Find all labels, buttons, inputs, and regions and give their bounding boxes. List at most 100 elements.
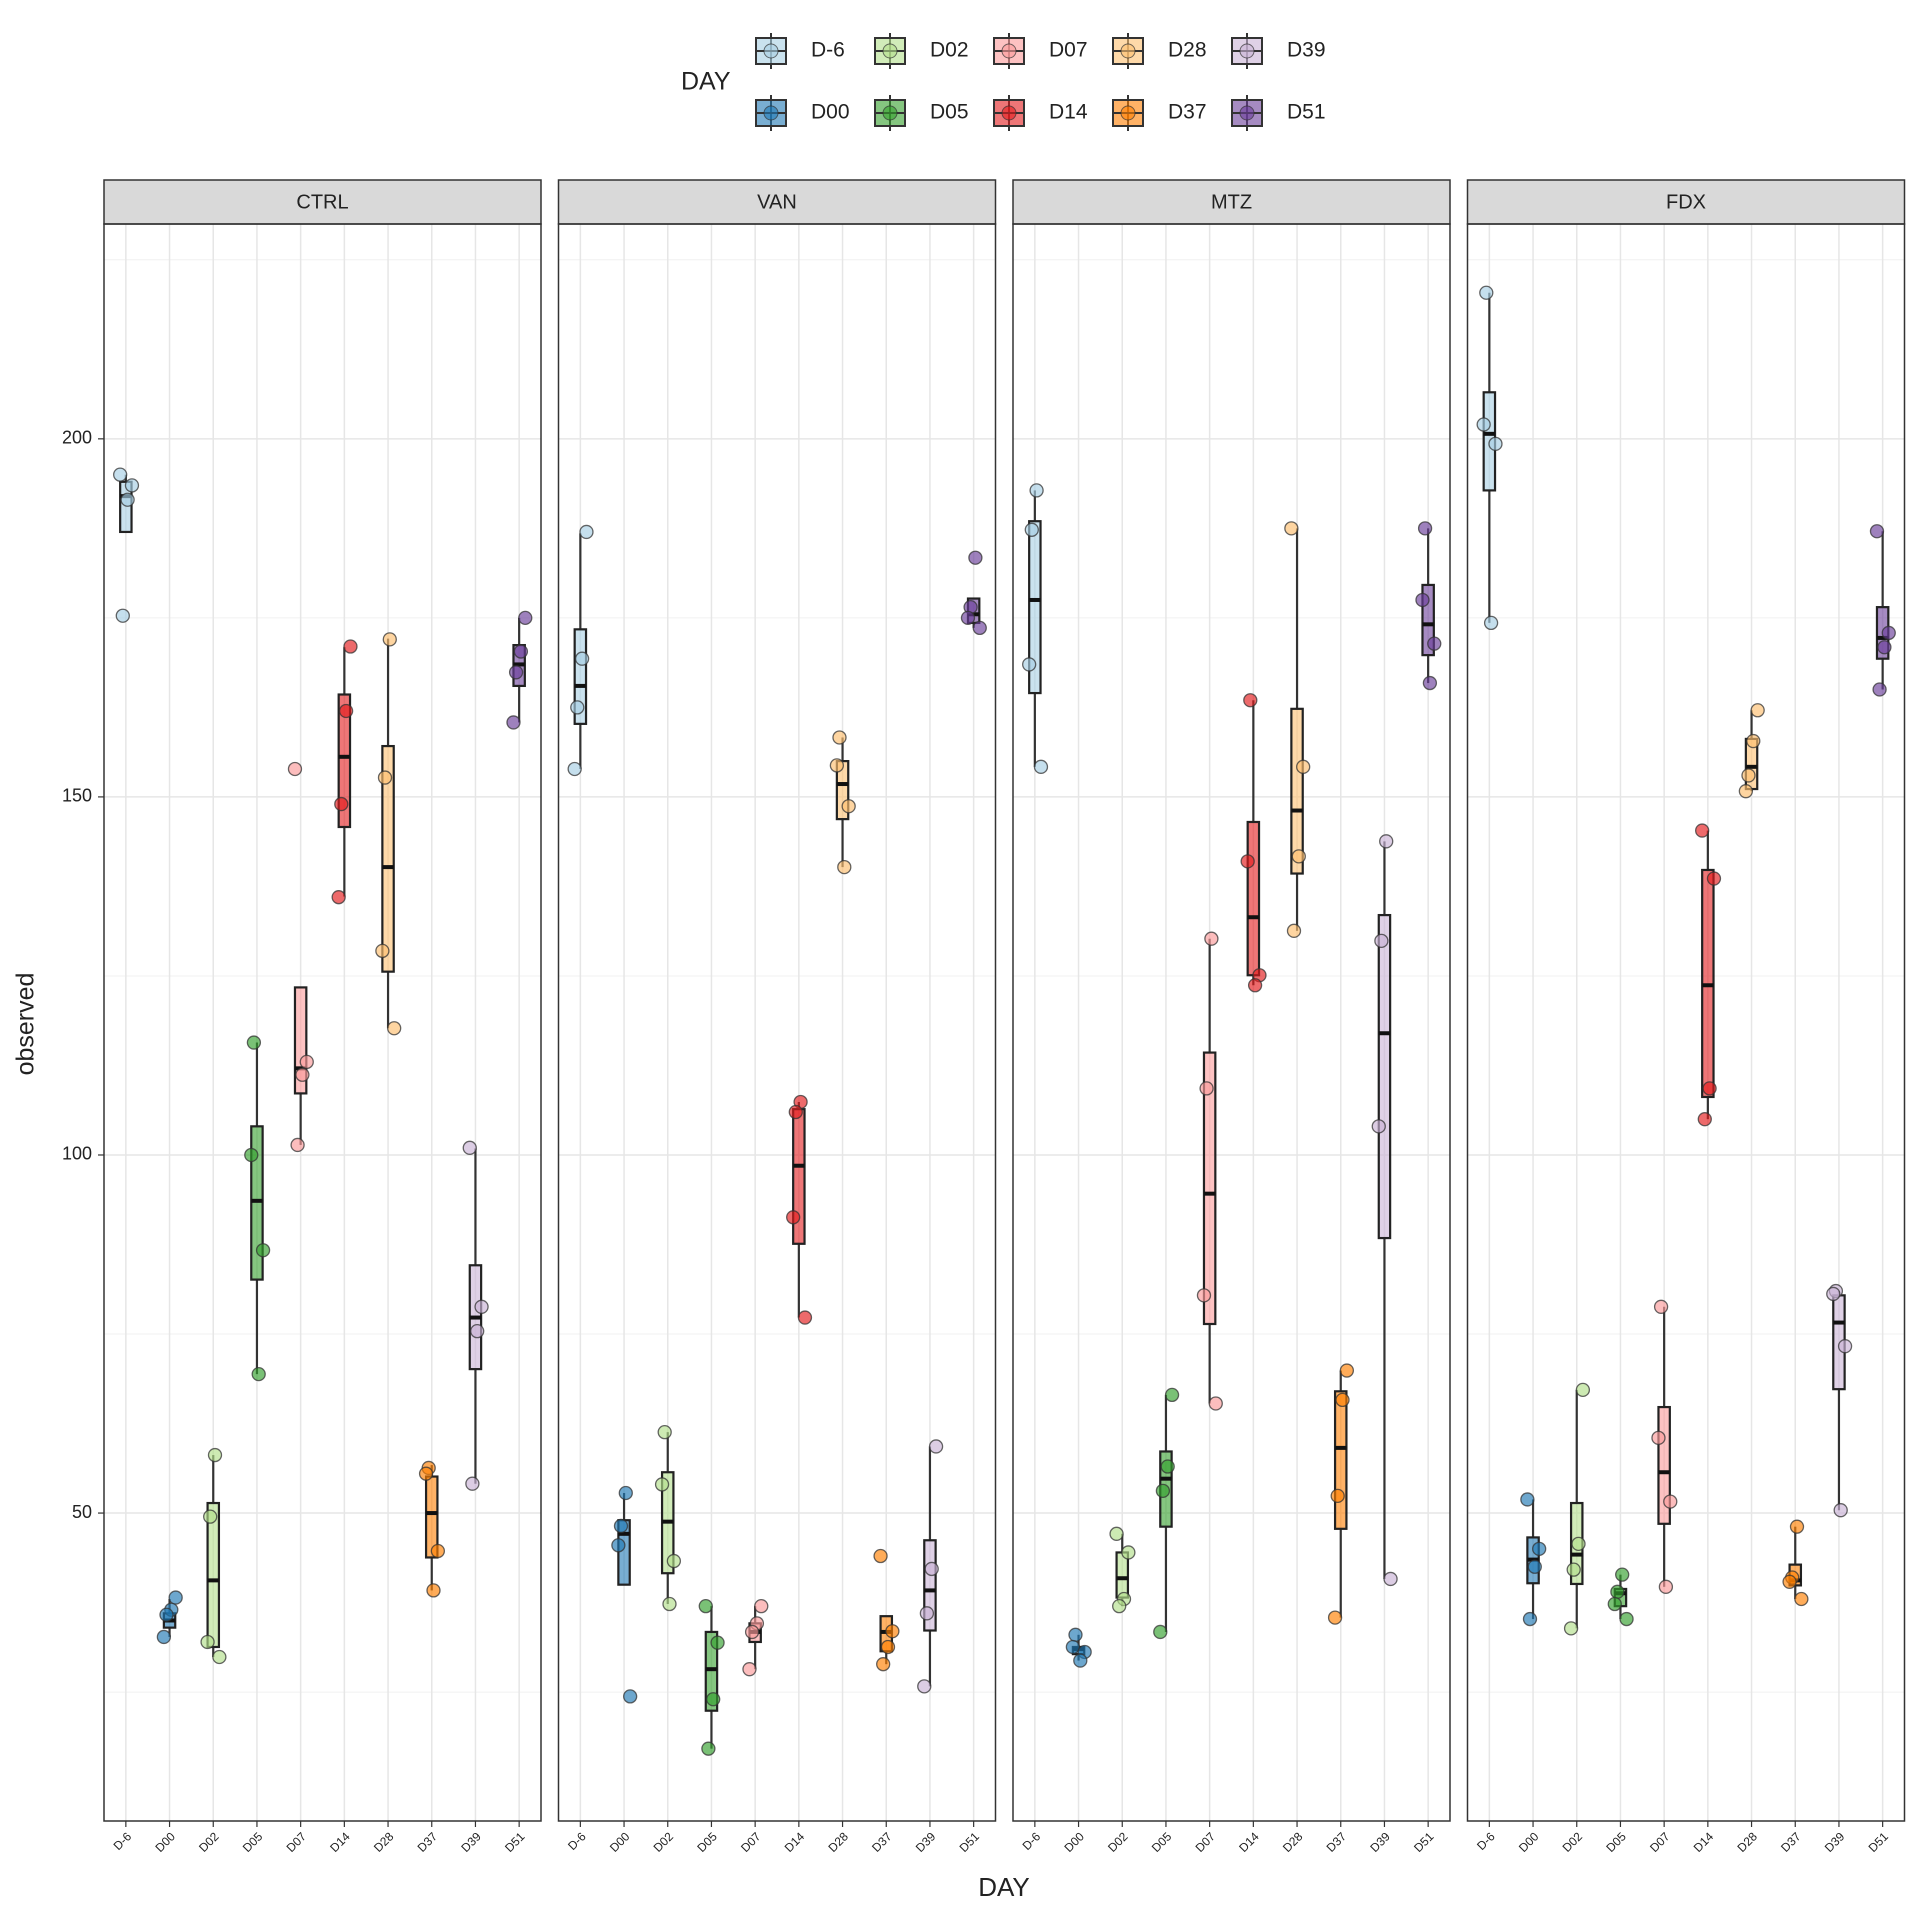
point (1522, 1611, 1538, 1627)
box (206, 1501, 221, 1649)
box (381, 744, 395, 973)
legend-key-point (1001, 105, 1017, 121)
point (1199, 1081, 1214, 1096)
point (377, 770, 393, 785)
facet-title: VAN (757, 191, 797, 213)
point (382, 632, 397, 647)
legend-label: D00 (811, 101, 850, 124)
point (299, 1054, 314, 1070)
x-tick-label: D02 (1105, 1829, 1131, 1855)
point (1204, 931, 1219, 946)
point (159, 1607, 174, 1622)
point (706, 1692, 721, 1707)
point (654, 1477, 670, 1492)
point (1479, 285, 1494, 300)
legend-item: D14 (993, 95, 1088, 131)
point (1575, 1382, 1591, 1398)
point (873, 1548, 888, 1564)
x-tick-label: D05 (240, 1829, 266, 1855)
legend-key-point (763, 105, 779, 121)
point (1663, 1494, 1678, 1509)
point (1339, 1363, 1355, 1378)
point (418, 1466, 434, 1481)
box (1377, 913, 1392, 1240)
x-tick-label: D05 (694, 1829, 720, 1855)
point (1695, 823, 1710, 838)
point (744, 1624, 760, 1640)
point (919, 1606, 935, 1621)
point (1746, 733, 1761, 749)
point (1615, 1567, 1630, 1582)
point (1155, 1483, 1171, 1499)
point (156, 1629, 172, 1645)
point (375, 943, 390, 959)
point (917, 1679, 932, 1694)
point (1741, 768, 1756, 783)
x-tick-label: D02 (1560, 1829, 1586, 1855)
point (928, 1439, 944, 1454)
point (1022, 657, 1037, 672)
point (212, 1649, 227, 1665)
point (518, 610, 533, 626)
point (1651, 1430, 1666, 1446)
x-tick-label: D28 (1734, 1829, 1760, 1855)
point (574, 651, 590, 666)
point (246, 1035, 262, 1050)
point (290, 1137, 305, 1153)
panel-border (103, 223, 542, 1822)
point (168, 1590, 183, 1605)
point (513, 644, 529, 659)
point (579, 524, 594, 540)
box (1246, 820, 1261, 977)
point (115, 608, 130, 623)
facet-strip (1466, 179, 1906, 225)
point (1869, 524, 1885, 539)
facet-strip (1012, 179, 1451, 225)
point (657, 1424, 672, 1440)
panel-background (558, 224, 996, 1821)
point (1527, 1559, 1542, 1574)
point (1243, 693, 1258, 708)
point (1383, 1571, 1398, 1587)
point (287, 761, 303, 777)
point (1476, 417, 1491, 432)
box (1028, 520, 1042, 695)
legend-item: D37 (1112, 95, 1207, 131)
point (1065, 1639, 1081, 1655)
y-tick-label: 150 (62, 786, 92, 806)
x-tick-label: D37 (1778, 1829, 1804, 1855)
x-tick-label: D07 (1647, 1829, 1673, 1855)
point (1826, 1286, 1841, 1302)
x-tick-label: D51 (502, 1829, 528, 1855)
x-tick-label: D37 (869, 1829, 895, 1855)
point (1379, 834, 1394, 849)
point (1121, 1545, 1136, 1560)
point (1619, 1611, 1634, 1627)
box (1657, 1405, 1671, 1525)
panel-border (557, 223, 997, 1822)
x-tick-label: D39 (1822, 1829, 1848, 1855)
legend-key-point (1239, 105, 1255, 121)
point (1782, 1574, 1797, 1589)
legend-key-point (763, 43, 779, 59)
point (1427, 636, 1442, 651)
point (1706, 871, 1722, 886)
box (573, 628, 588, 725)
x-tick-label: D-6 (1474, 1829, 1498, 1853)
point (1702, 1081, 1717, 1096)
legend-item: D28 (1112, 33, 1207, 69)
legend-key-point (1120, 105, 1136, 121)
point (1112, 1599, 1127, 1614)
point (1563, 1621, 1579, 1636)
x-tick-label: D00 (1061, 1829, 1087, 1855)
point (200, 1634, 215, 1650)
point (338, 703, 354, 719)
point (1532, 1541, 1547, 1557)
point (1607, 1596, 1622, 1612)
point (465, 1476, 480, 1491)
point (387, 1021, 402, 1036)
x-tick-label: D51 (957, 1829, 983, 1855)
x-tick-label: D28 (371, 1829, 397, 1855)
point (1571, 1536, 1586, 1552)
point (1327, 1610, 1343, 1625)
